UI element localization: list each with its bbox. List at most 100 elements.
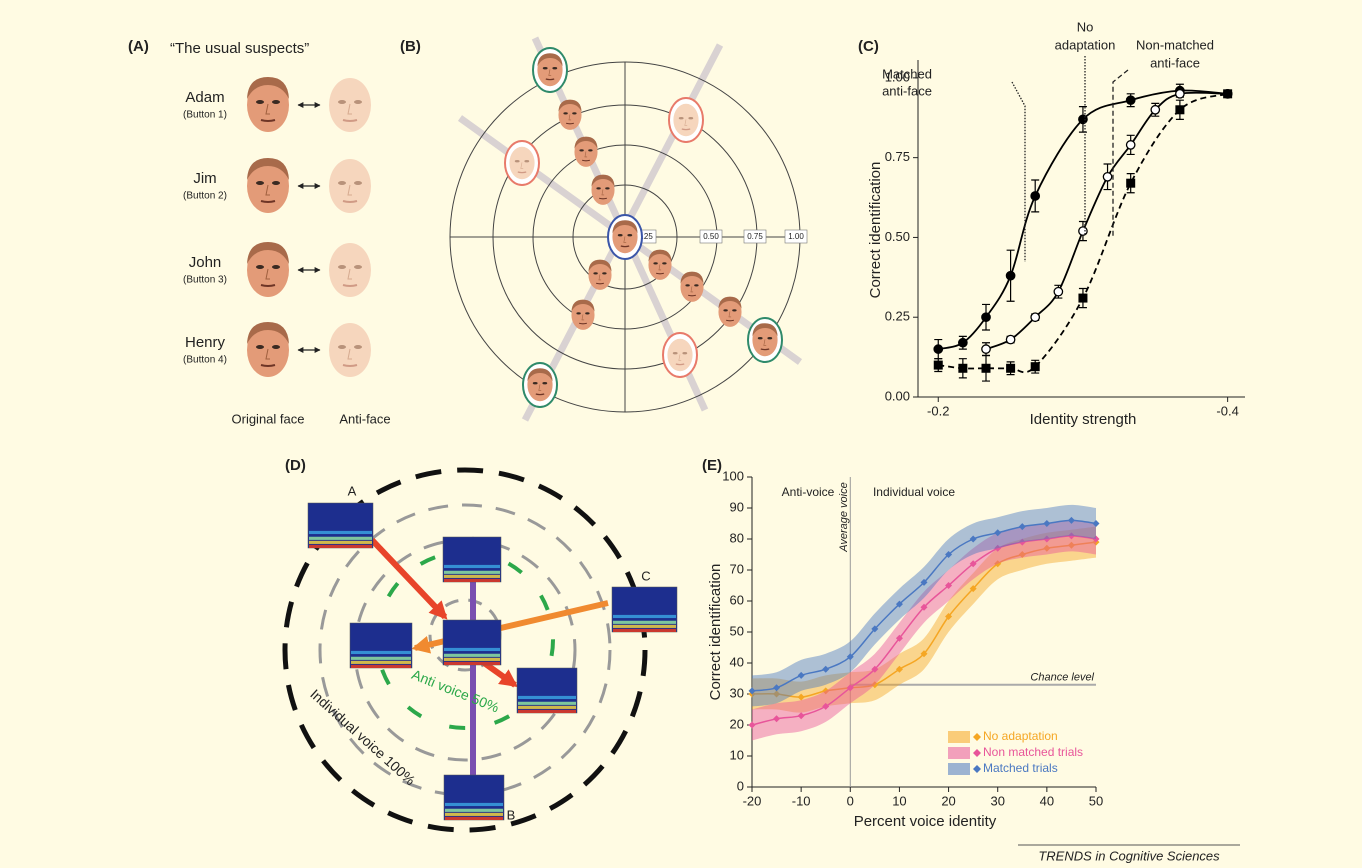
marker — [1126, 141, 1134, 149]
spectrogram-band — [445, 813, 503, 816]
marker — [1079, 227, 1087, 235]
face — [718, 297, 741, 327]
panel-label: (E) — [702, 457, 722, 474]
spectrogram-band — [444, 579, 500, 582]
face — [588, 260, 611, 290]
y-tick-label: 10 — [730, 747, 744, 762]
face-mouth — [579, 323, 587, 324]
y-tick-label: 30 — [730, 685, 744, 700]
face — [574, 137, 597, 167]
face-eye — [679, 117, 684, 119]
spectrogram-band — [444, 658, 500, 661]
panel-label: (A) — [128, 38, 149, 55]
y-tick-label: 0.25 — [885, 309, 910, 324]
face — [680, 272, 703, 302]
legend-marker — [973, 749, 981, 757]
face-mouth — [596, 283, 604, 284]
spectrogram-band — [518, 702, 576, 705]
marker — [982, 345, 990, 353]
ring-label: 1.00 — [788, 232, 804, 241]
face-eye — [256, 100, 264, 104]
face-eye — [256, 181, 264, 185]
face — [329, 159, 371, 213]
face-eye — [338, 265, 346, 269]
face-eye — [588, 149, 592, 151]
face-mouth — [261, 201, 275, 202]
face-eye — [354, 345, 362, 349]
reference-label: Average voice — [838, 482, 850, 553]
spectrogram — [612, 587, 677, 632]
face-eye — [653, 262, 657, 264]
x-axis-title: Identity strength — [1030, 411, 1137, 428]
reference-label: Chance level — [1030, 672, 1094, 684]
face-eye — [272, 265, 280, 269]
marker — [959, 364, 967, 372]
face-eye — [515, 160, 520, 162]
face-eye — [354, 100, 362, 104]
face-mouth — [676, 364, 684, 365]
face — [571, 300, 594, 330]
y-tick-label: 60 — [730, 592, 744, 607]
spectrogram-band — [309, 531, 372, 534]
panel-label: (D) — [285, 457, 306, 474]
y-tick-label: 0 — [737, 778, 744, 793]
x-tick-label: -0.2 — [927, 403, 949, 418]
legend-swatch — [948, 731, 970, 743]
node-label: B — [507, 807, 516, 822]
face-mouth — [343, 365, 357, 366]
y-tick-label: 100 — [722, 468, 744, 483]
face-mouth — [536, 394, 544, 395]
legend-label: Matched trials — [983, 761, 1058, 775]
column-label: Anti-face — [339, 411, 390, 426]
face-mouth — [621, 246, 629, 247]
annotation: Anti-voice — [782, 485, 835, 499]
face — [558, 100, 581, 130]
face — [247, 158, 289, 213]
face-mouth — [343, 285, 357, 286]
confidence-band — [752, 520, 1096, 740]
face-mouth — [761, 349, 769, 350]
marker — [934, 345, 942, 353]
spectrogram-band — [351, 661, 411, 664]
face — [329, 78, 371, 132]
annotation: Matched — [882, 66, 932, 81]
marker — [1006, 335, 1014, 343]
marker — [1127, 179, 1135, 187]
spectrogram-band — [351, 665, 411, 668]
face-eye — [688, 117, 693, 119]
spectrogram-band — [518, 710, 576, 713]
face-eye — [338, 345, 346, 349]
face-mouth — [261, 365, 275, 366]
x-tick-label: 0 — [847, 793, 854, 808]
face-eye — [576, 312, 580, 314]
face-eye — [723, 309, 727, 311]
annotation: Individual voice — [873, 485, 955, 499]
face-eye — [338, 181, 346, 185]
spectrogram-band — [444, 565, 500, 568]
legend-swatch — [948, 747, 970, 759]
ring-label: 0.75 — [747, 232, 763, 241]
face-eye — [685, 284, 689, 286]
face-mouth — [261, 285, 275, 286]
annotation: anti-face — [882, 83, 932, 98]
face-mouth — [546, 79, 554, 80]
ring-label: Individual voice 100% — [307, 686, 418, 789]
annotation-leader — [1113, 70, 1128, 236]
node-label: A — [348, 483, 357, 498]
spectrogram — [443, 537, 501, 582]
y-tick-label: 80 — [730, 530, 744, 545]
series-line — [986, 93, 1228, 349]
face-mouth — [599, 198, 607, 199]
spectrogram — [350, 623, 412, 668]
panel-label: (C) — [858, 38, 879, 55]
marker — [1031, 192, 1039, 200]
face-eye — [758, 337, 763, 339]
marker — [1126, 96, 1134, 104]
spectrogram-band — [309, 537, 372, 540]
x-tick-label: 50 — [1089, 793, 1103, 808]
face-button: (Button 3) — [183, 275, 227, 286]
face-eye — [552, 67, 557, 69]
face — [648, 250, 671, 280]
face-eye — [618, 234, 623, 236]
face-name: Henry — [185, 334, 226, 351]
